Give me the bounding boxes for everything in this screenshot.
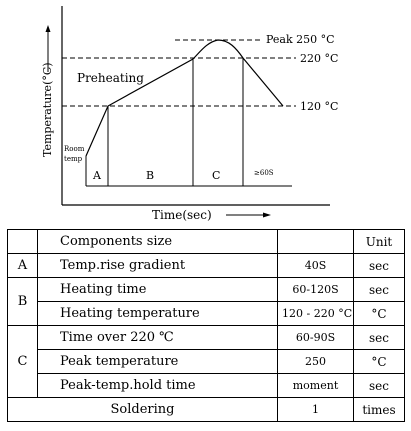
zone-b-cell: B — [7, 277, 38, 326]
row-value: 60-120S — [277, 277, 354, 302]
table-header-row: Components size Unit — [7, 229, 405, 254]
table-row: B Heating time 60-120S sec — [7, 277, 405, 326]
zone-c-cell: C — [7, 325, 38, 398]
level-120-label: 120 °C — [300, 100, 338, 113]
zone-a-label: A — [92, 169, 102, 182]
reflow-spec-table: Components size Unit A Temp.rise gradien… — [7, 229, 405, 422]
row-unit: sec — [353, 373, 405, 398]
row-value: 40S — [277, 253, 354, 278]
room-temp-label-line1: Room — [64, 145, 85, 153]
row-name: Temp.rise gradient — [37, 253, 278, 278]
level-220-label: 220 °C — [300, 52, 338, 65]
zone-hold-label: ≥60S — [254, 169, 274, 177]
row-unit: sec — [353, 325, 405, 350]
row-unit: sec — [353, 253, 405, 278]
zone-b-label: B — [146, 169, 154, 182]
header-zone-cell — [7, 229, 38, 254]
header-components: Components size — [37, 229, 278, 254]
temperature-profile-curve — [85, 39, 284, 157]
table-row: C Time over 220 ℃ 60-90S sec — [7, 325, 405, 398]
row-unit: °C — [353, 349, 405, 374]
row-value: moment — [277, 373, 354, 398]
soldering-value: 1 — [277, 397, 354, 422]
table-footer-row: Soldering 1 times — [7, 397, 405, 422]
row-name: Peak-temp.hold time — [37, 373, 278, 398]
row-name: Heating temperature — [37, 301, 278, 326]
soldering-unit: times — [353, 397, 405, 422]
header-unit: Unit — [353, 229, 405, 254]
row-unit: °C — [353, 301, 405, 326]
x-axis-arrow-icon — [226, 212, 271, 218]
x-axis-label: Time(sec) — [152, 208, 212, 222]
row-unit: sec — [353, 277, 405, 302]
row-name: Peak temperature — [37, 349, 278, 374]
preheating-label: Preheating — [77, 71, 144, 85]
y-axis-label: Temperature(°C) — [41, 62, 54, 157]
table-row: Peak temperature 250 °C — [8, 349, 405, 374]
header-value-cell — [277, 229, 354, 254]
table-row: Heating temperature 120 - 220 °C °C — [8, 301, 405, 326]
peak-label: Peak 250 °C — [266, 33, 335, 46]
room-temp-label-line2: temp — [64, 155, 83, 163]
row-value: 120 - 220 °C — [277, 301, 354, 326]
row-name: Heating time — [37, 277, 278, 302]
table-row: A Temp.rise gradient 40S sec — [7, 253, 405, 278]
table-row: Peak-temp.hold time moment sec — [8, 373, 405, 398]
zone-a-cell: A — [7, 253, 38, 278]
reflow-profile-diagram: Temperature(°C) Time(sec) Peak 250 °C 22… — [41, 6, 338, 222]
y-axis-arrow-icon — [45, 25, 51, 72]
zone-c-label: C — [212, 169, 220, 182]
row-value: 60-90S — [277, 325, 354, 350]
row-name: Time over 220 ℃ — [37, 325, 278, 350]
row-value: 250 — [277, 349, 354, 374]
soldering-label: Soldering — [7, 397, 278, 422]
